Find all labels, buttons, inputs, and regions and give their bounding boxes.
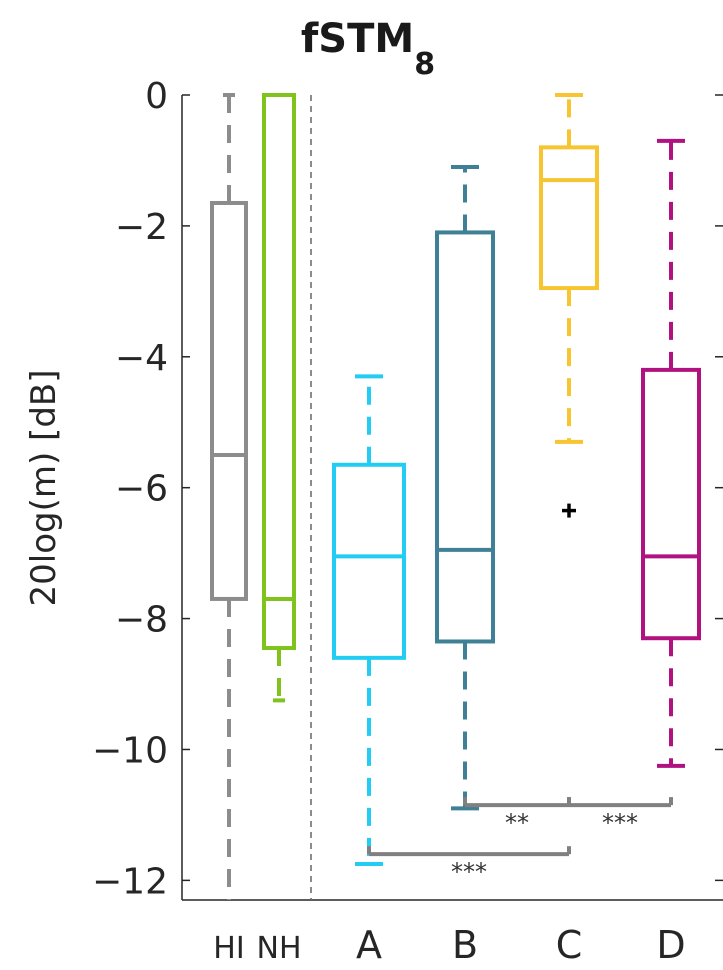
chart-title-text: fSTM — [301, 16, 414, 62]
chart-title: fSTM8 — [301, 16, 435, 82]
significance-label: ** — [505, 809, 529, 837]
x-tick-label: D — [656, 923, 685, 967]
svg-text:fSTM8: fSTM8 — [301, 16, 435, 82]
x-tick-label: B — [452, 923, 478, 967]
y-tick-label: −2 — [115, 207, 168, 248]
y-tick-label: −12 — [92, 861, 168, 902]
box-C — [539, 145, 599, 291]
box-NH — [262, 93, 296, 651]
y-tick-label: 0 — [145, 76, 168, 117]
significance-label: *** — [451, 858, 487, 886]
y-tick-label: −6 — [115, 469, 168, 510]
x-tick-label: C — [556, 923, 583, 967]
box-A — [332, 462, 406, 660]
x-tick-label: A — [356, 923, 382, 967]
y-tick-label: −10 — [92, 730, 168, 771]
y-axis-label: 20log(m) [dB] — [24, 370, 64, 607]
box-D — [641, 367, 701, 641]
y-tick-label: −8 — [115, 600, 168, 641]
box-HI — [210, 200, 248, 601]
x-tick-label: NH — [257, 931, 302, 966]
x-tick-label: HI — [213, 931, 244, 966]
chart-title-subscript: 8 — [414, 47, 435, 82]
y-tick-label: −4 — [115, 338, 168, 379]
significance-label: *** — [602, 809, 638, 837]
box-B — [435, 230, 495, 644]
